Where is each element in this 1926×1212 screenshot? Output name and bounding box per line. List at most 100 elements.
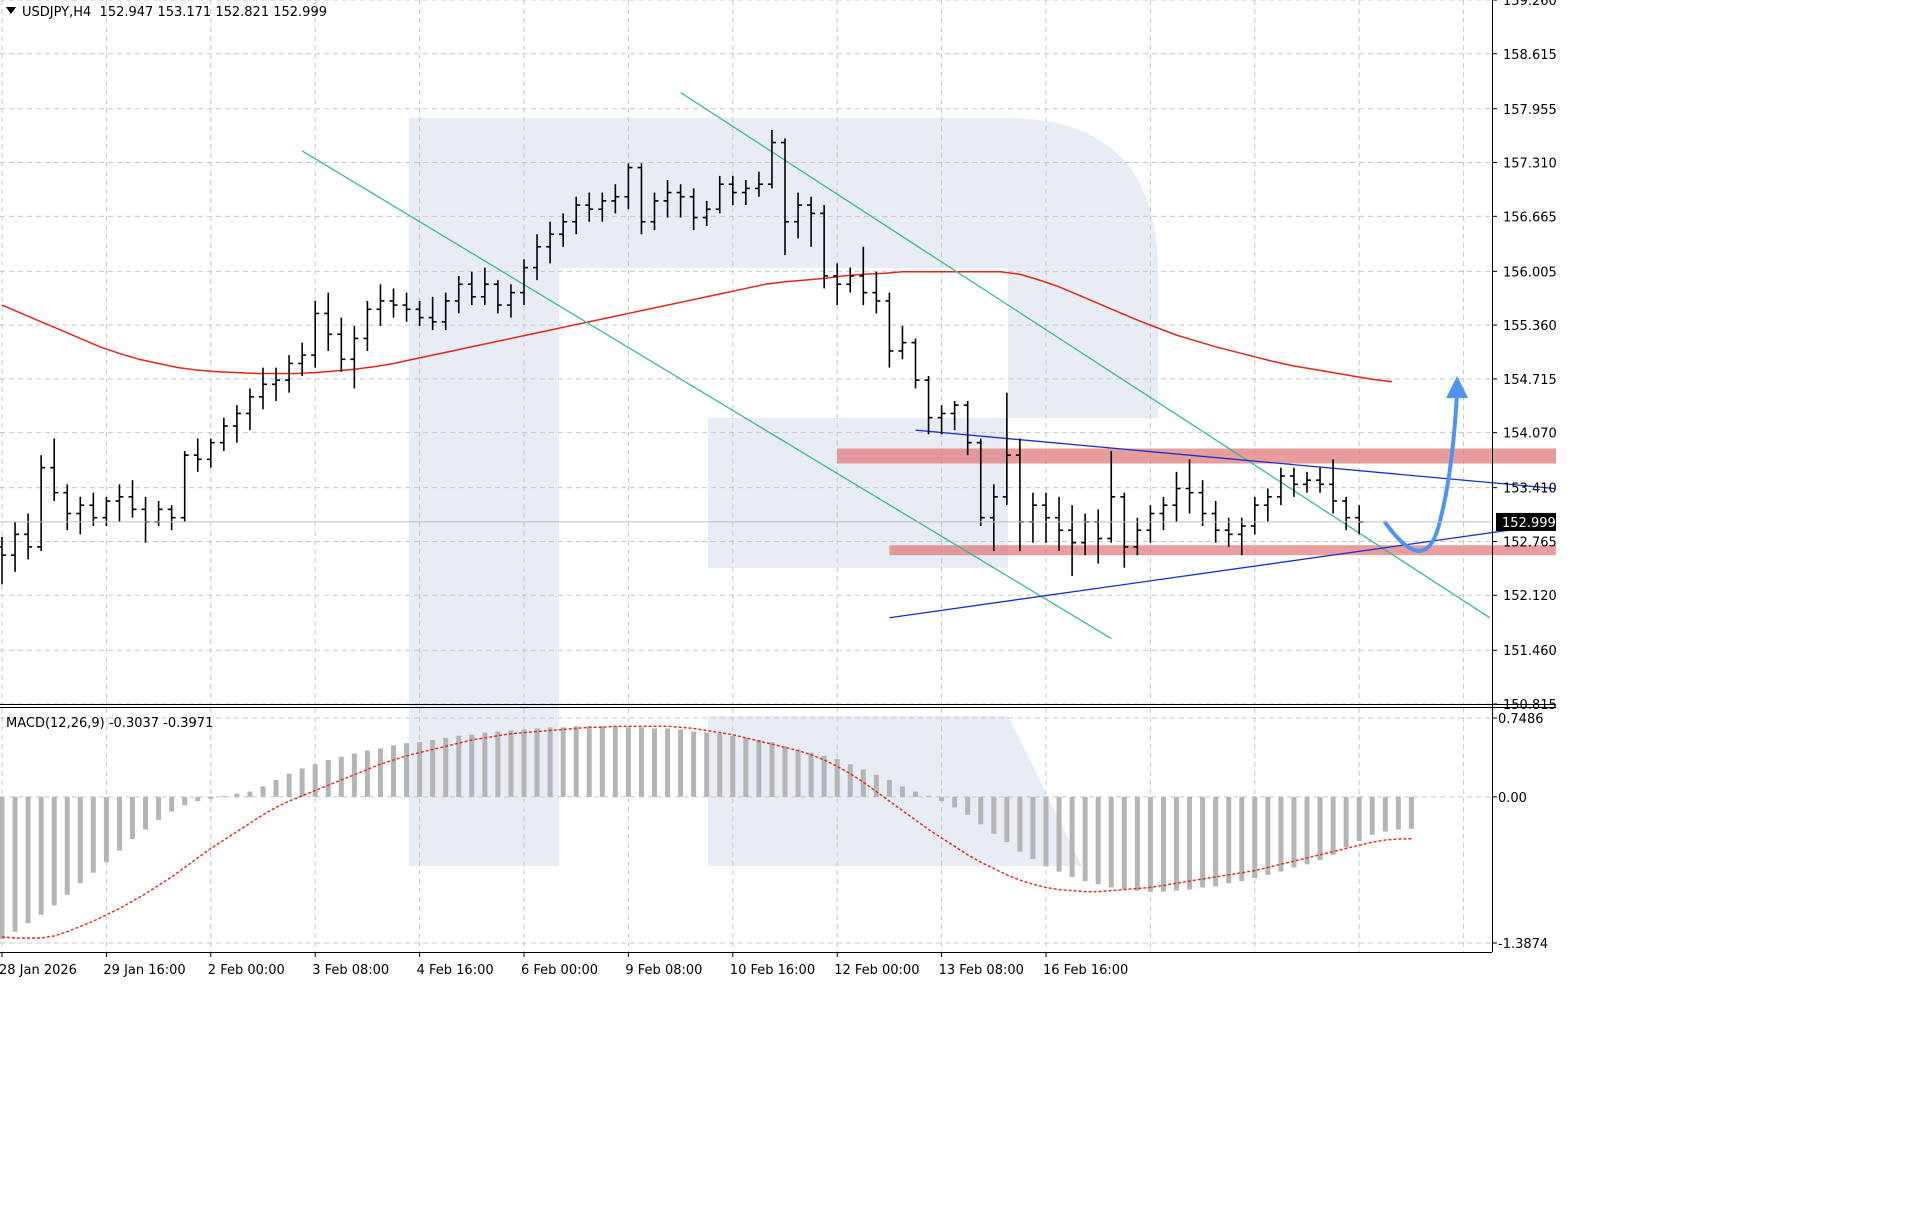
macd-histogram-bar <box>1147 796 1153 892</box>
macd-histogram-bar <box>860 769 866 797</box>
macd-histogram-bar <box>573 726 579 797</box>
macd-histogram-bar <box>12 796 18 932</box>
macd-histogram-bar <box>1160 796 1166 892</box>
chart-labels: USDJPY,H4 152.947 153.171 152.821 152.99… <box>6 5 327 731</box>
macd-histogram-bar <box>991 796 997 834</box>
watermark-block <box>708 418 1008 568</box>
y-tick-label: 153.410 <box>1503 482 1556 497</box>
macd-histogram-bar <box>599 726 605 797</box>
macd-histogram-bar <box>952 796 958 808</box>
watermark-logo <box>409 118 1158 866</box>
macd-histogram-bar <box>1382 796 1388 832</box>
macd-histogram-bar <box>873 774 879 797</box>
support-zone <box>889 545 1595 556</box>
x-tick-label: 16 Feb 16:00 <box>1043 963 1128 978</box>
macd-histogram-bar <box>939 796 945 802</box>
macd-histogram-bar <box>1056 796 1062 872</box>
macd-histogram-bar <box>1291 796 1297 868</box>
macd-histogram-bar <box>547 727 553 797</box>
y-tick-label: 157.310 <box>1503 157 1556 172</box>
macd-histogram-bar <box>1213 796 1219 887</box>
macd-histogram-bar <box>1043 796 1049 867</box>
forecast-arrow-path <box>1383 389 1460 553</box>
x-tick-label: 9 Feb 08:00 <box>625 963 702 978</box>
macd-histogram-bar <box>1004 796 1010 843</box>
macd-histogram-bar <box>808 752 814 797</box>
macd-histogram-bar <box>143 796 149 830</box>
macd-histogram-bar <box>795 749 801 797</box>
macd-histogram-bar <box>0 796 5 940</box>
macd-histogram-bar <box>834 758 840 797</box>
macd-histogram-bar <box>534 728 540 797</box>
macd-histogram-bar <box>652 728 657 797</box>
chart-window[interactable]: 150.815 151.460 152.120 152.765 153.410 154.0… <box>0 0 1608 998</box>
macd-histogram-bar <box>678 729 684 797</box>
y-tick-label: 159.260 <box>1503 0 1556 9</box>
macd-histogram-bar <box>1304 796 1310 865</box>
macd-histogram-bar <box>1265 796 1271 875</box>
macd-histogram-bar <box>208 796 214 799</box>
macd-histogram-bar <box>221 795 227 797</box>
macd-histogram-bar <box>103 796 109 863</box>
triangle-lower-line <box>889 521 1569 619</box>
macd-histogram-bar <box>156 796 162 821</box>
macd-histogram-bar <box>1200 796 1206 888</box>
macd-histogram-bar <box>821 755 827 797</box>
forecast-arrow <box>1383 375 1469 553</box>
macd-y-tick-label: 0.7486 <box>1498 712 1544 727</box>
macd-histogram-bar <box>1069 796 1075 877</box>
macd-histogram-bar <box>64 796 70 895</box>
macd-histogram-bar <box>638 727 644 797</box>
y-tick-label: 155.360 <box>1503 319 1556 334</box>
axes: 150.815 151.460 152.120 152.765 153.410 154.0… <box>0 0 1557 978</box>
macd-histogram-bar <box>1330 796 1336 855</box>
macd-histogram-bar <box>482 732 488 797</box>
current-price-label: 152.999 <box>1502 516 1556 531</box>
macd-histogram-bar <box>1121 796 1127 890</box>
y-tick-label: 152.120 <box>1503 589 1556 604</box>
macd-histogram-bar <box>913 791 918 797</box>
macd-label: MACD(12,26,9) -0.3037 -0.3971 <box>6 716 213 731</box>
macd-histogram-bar <box>51 796 57 906</box>
macd-histogram-bar <box>1278 796 1284 872</box>
macd-histogram-bar <box>443 737 449 797</box>
channel-upper-line <box>680 91 1491 619</box>
macd-histogram-bar <box>1395 796 1401 830</box>
x-tick-label: 13 Feb 08:00 <box>939 963 1024 978</box>
symbol-info: USDJPY,H4 152.947 153.171 152.821 152.99… <box>22 5 327 20</box>
collapse-triangle-icon[interactable] <box>6 7 16 14</box>
macd-histogram-bar <box>404 743 410 797</box>
macd-histogram-bar <box>351 753 357 797</box>
macd-histogram-bar <box>612 726 618 797</box>
macd-histogram-bar <box>325 759 331 797</box>
macd-histogram-bar <box>560 727 566 797</box>
x-tick-label: 10 Feb 16:00 <box>730 963 815 978</box>
macd-histogram-bar <box>77 796 83 884</box>
y-tick-label: 154.070 <box>1503 427 1556 442</box>
macd-histogram-bar <box>312 764 318 797</box>
y-tick-label: 154.715 <box>1503 373 1556 388</box>
macd-histogram-bar <box>625 727 631 797</box>
resistance-zone <box>837 448 1608 464</box>
macd-histogram-bar <box>1317 796 1323 861</box>
macd-histogram-bar <box>116 796 122 851</box>
macd-y-tick-label: 0.00 <box>1498 791 1527 806</box>
price-chart[interactable]: 150.815 151.460 152.120 152.765 153.410 154.0… <box>0 0 1608 998</box>
macd-histogram-bar <box>130 796 135 839</box>
x-tick-label: 2 Feb 00:00 <box>208 963 285 978</box>
macd-histogram-bar <box>1017 796 1023 852</box>
macd-histogram-bar <box>195 796 201 802</box>
x-tick-label: 29 Jan 16:00 <box>103 963 185 978</box>
macd-histogram-bar <box>430 739 436 797</box>
macd-histogram-bar <box>1095 796 1101 885</box>
macd-histogram-bar <box>508 730 514 797</box>
y-tick-label: 150.815 <box>1503 698 1556 713</box>
macd-histogram-bar <box>926 795 932 797</box>
channel-lower-line <box>301 150 1112 640</box>
macd-histogram-bar <box>730 735 736 797</box>
macd-histogram-bar <box>364 750 370 797</box>
macd-histogram-bar <box>782 746 788 797</box>
macd-histogram-bar <box>1030 796 1036 860</box>
macd-histogram-bar <box>1343 796 1349 848</box>
macd-histogram-bar <box>417 742 423 797</box>
